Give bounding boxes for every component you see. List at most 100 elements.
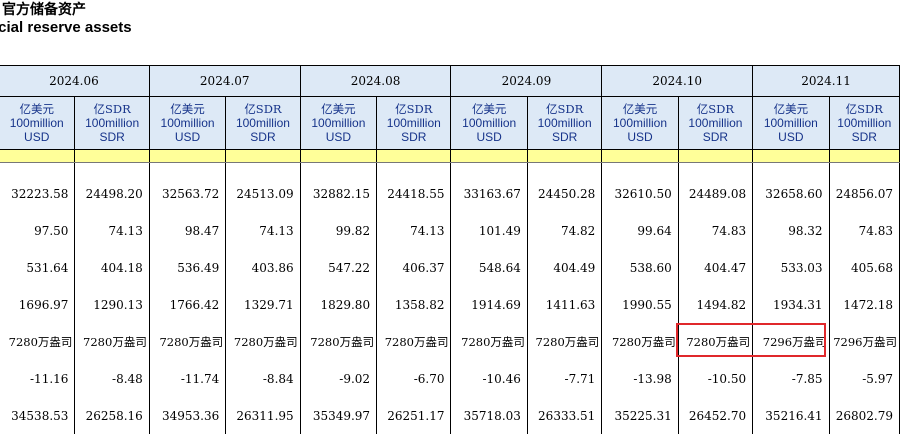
spacer-row (0, 162, 900, 175)
unit-en-scale: 100million (613, 116, 668, 130)
table-cell: -8.48 (74, 360, 150, 397)
table-cell: -11.16 (0, 360, 76, 397)
unit-header-usd: 亿美元 100million USD (0, 96, 76, 150)
title-english: icial reserve assets (0, 19, 132, 36)
unit-cn: 亿SDR (93, 102, 131, 116)
table-cell: 1766.42 (148, 286, 227, 323)
table-cell: 24513.09 (225, 175, 301, 212)
unit-cn: 亿美元 (19, 102, 54, 116)
month-header: 2024.06 (0, 65, 150, 97)
table-cell: 35718.03 (450, 397, 528, 434)
spacer-cell (601, 162, 679, 175)
unit-header-sdr: 亿SDR 100million SDR (526, 96, 603, 150)
table-cell: 1290.13 (74, 286, 150, 323)
table-cell: 34953.36 (148, 397, 227, 434)
table-cell: 7280万盎司 (526, 323, 603, 360)
yellow-band-cell (148, 149, 227, 163)
month-header: 2024.11 (752, 65, 900, 97)
spacer-cell (828, 162, 900, 175)
unit-cn: 亿美元 (321, 102, 356, 116)
unit-en-currency: USD (476, 130, 502, 144)
unit-en-currency: SDR (702, 130, 729, 144)
table-row: 1696.97 1290.13 1766.42 1329.71 1829.80 1358.… (0, 286, 900, 323)
table-cell: 7280万盎司 (74, 323, 150, 360)
table-cell: 547.22 (299, 249, 378, 286)
table-cell: 7296万盎司 (828, 323, 900, 360)
yellow-band-cell (0, 149, 76, 163)
table-cell: 24498.20 (74, 175, 150, 212)
unit-en-currency: USD (24, 130, 50, 144)
table-cell: 7296万盎司 (752, 323, 830, 360)
yellow-band-cell (601, 149, 679, 163)
spacer-cell (148, 162, 227, 175)
table-cell: 35225.31 (601, 397, 679, 434)
month-header: 2024.08 (299, 65, 452, 97)
table-cell: -5.97 (828, 360, 900, 397)
yellow-band-cell (526, 149, 603, 163)
unit-en-currency: USD (778, 130, 804, 144)
table-row: 32223.58 24498.20 32563.72 24513.09 32882.15… (0, 175, 900, 212)
table-cell: 74.13 (74, 212, 150, 249)
unit-cn: 亿SDR (395, 102, 433, 116)
unit-en-scale: 100million (462, 116, 517, 130)
unit-en-currency: SDR (99, 130, 125, 144)
table-cell: 32223.58 (0, 175, 76, 212)
unit-cn: 亿美元 (773, 102, 809, 116)
table-cell: 74.13 (376, 212, 452, 249)
table-cell: 404.49 (526, 249, 603, 286)
table-cell: 32658.60 (752, 175, 830, 212)
table-cell: 1494.82 (677, 286, 754, 323)
unit-header-row: 亿美元 100million USD 亿SDR 100million SDR 亿美元 100m… (0, 96, 900, 150)
unit-en-currency: USD (325, 130, 352, 144)
unit-en-scale: 100million (235, 116, 290, 130)
table-cell: 548.64 (450, 249, 528, 286)
month-header: 2024.09 (450, 65, 603, 97)
table-cell: 536.49 (148, 249, 227, 286)
table-cell: 406.37 (376, 249, 452, 286)
table-cell: 1411.63 (526, 286, 603, 323)
unit-header-usd: 亿美元 100million USD (450, 96, 528, 150)
unit-header-sdr: 亿SDR 100million SDR (225, 96, 301, 150)
table-cell: 404.18 (74, 249, 150, 286)
unit-cn: 亿SDR (244, 102, 282, 116)
yellow-band-cell (74, 149, 150, 163)
table-cell: 7280万盎司 (677, 323, 754, 360)
unit-en-scale: 100million (85, 116, 140, 130)
table-cell: 26802.79 (828, 397, 900, 434)
table-row: 97.50 74.13 98.47 74.13 99.82 74.13 101.49 74.8… (0, 212, 900, 249)
spacer-cell (677, 162, 754, 175)
table-cell: 7280万盎司 (0, 323, 76, 360)
table-cell: 531.64 (0, 249, 76, 286)
table-row: -11.16 -8.48 -11.74 -8.84 -9.02 -6.70 -10.46 -7… (0, 360, 900, 397)
table-cell: 7280万盎司 (225, 323, 301, 360)
table-row: 531.64 404.18 536.49 403.86 547.22 406.37 548.… (0, 249, 900, 286)
unit-cn: 亿美元 (471, 102, 507, 116)
table-cell: 7280万盎司 (601, 323, 679, 360)
unit-cn: 亿SDR (696, 102, 735, 116)
table-cell: -7.71 (526, 360, 603, 397)
title-chinese: 官方储备资产 (2, 2, 86, 18)
yellow-band-cell (450, 149, 528, 163)
month-header-row: 2024.06 2024.07 2024.08 2024.09 2024.10 2024.… (0, 65, 900, 97)
table-cell: 26258.16 (74, 397, 150, 434)
table-cell: -11.74 (148, 360, 227, 397)
table-cell: 32610.50 (601, 175, 679, 212)
table-cell: 34538.53 (0, 397, 76, 434)
table-cell: 7280万盎司 (450, 323, 528, 360)
table-row: 7280万盎司 7280万盎司 7280万盎司 7280万盎司 7280万盎司 7280万… (0, 323, 900, 360)
table-cell: 1829.80 (299, 286, 378, 323)
table-cell: 101.49 (450, 212, 528, 249)
table-cell: 24450.28 (526, 175, 603, 212)
spacer-cell (225, 162, 301, 175)
unit-en-scale: 100million (160, 116, 215, 130)
unit-en-currency: SDR (401, 130, 427, 144)
unit-en-currency: SDR (851, 130, 877, 144)
table-cell: -13.98 (601, 360, 679, 397)
unit-cn: 亿美元 (622, 102, 658, 116)
table-cell: 1696.97 (0, 286, 76, 323)
unit-en-currency: USD (174, 130, 201, 144)
unit-cn: 亿美元 (170, 102, 205, 116)
unit-header-sdr: 亿SDR 100million SDR (376, 96, 452, 150)
unit-en-scale: 100million (688, 116, 743, 130)
table-cell: 32882.15 (299, 175, 378, 212)
